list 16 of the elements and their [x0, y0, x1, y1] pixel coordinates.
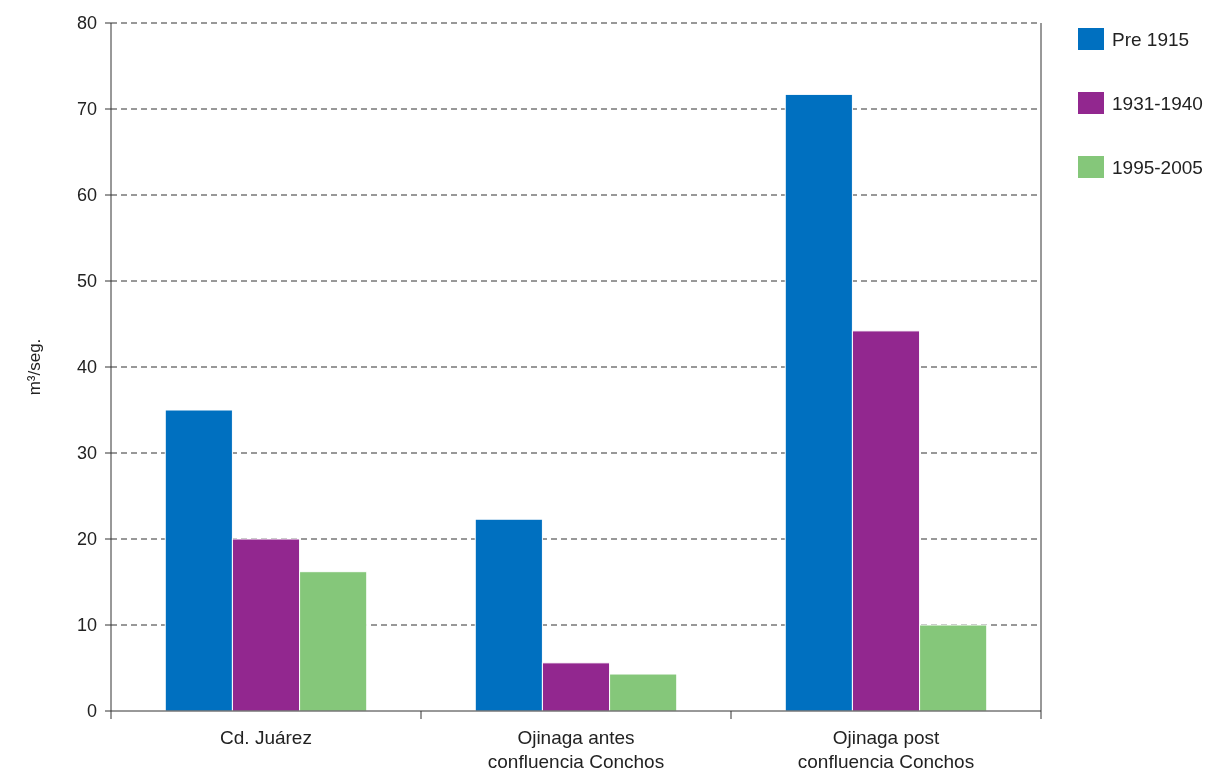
y-tick-label: 40 [76, 357, 97, 378]
legend-label: 1931-1940 [1112, 92, 1203, 114]
y-tick-label: 80 [76, 13, 97, 34]
y-tick-label: 0 [86, 701, 97, 722]
y-tick-label: 10 [76, 615, 97, 636]
legend-label: Pre 1915 [1112, 28, 1190, 50]
x-tick-label: Cd. Juárez [220, 727, 312, 748]
x-tick-label: Ojinaga antes confluencia Conchos [487, 727, 665, 772]
y-tick-label: 70 [76, 99, 97, 120]
y-tick-label: 30 [76, 443, 97, 464]
legend-label: 1995-2005 [1112, 156, 1203, 178]
y-tick-label: 20 [76, 529, 97, 550]
y-axis-title: m³/seg. [25, 338, 44, 396]
y-tick-label: 50 [76, 271, 97, 292]
y-tick-label: 60 [76, 185, 97, 206]
x-tick-label: Ojinaga post confluencia Conchos [797, 727, 975, 772]
